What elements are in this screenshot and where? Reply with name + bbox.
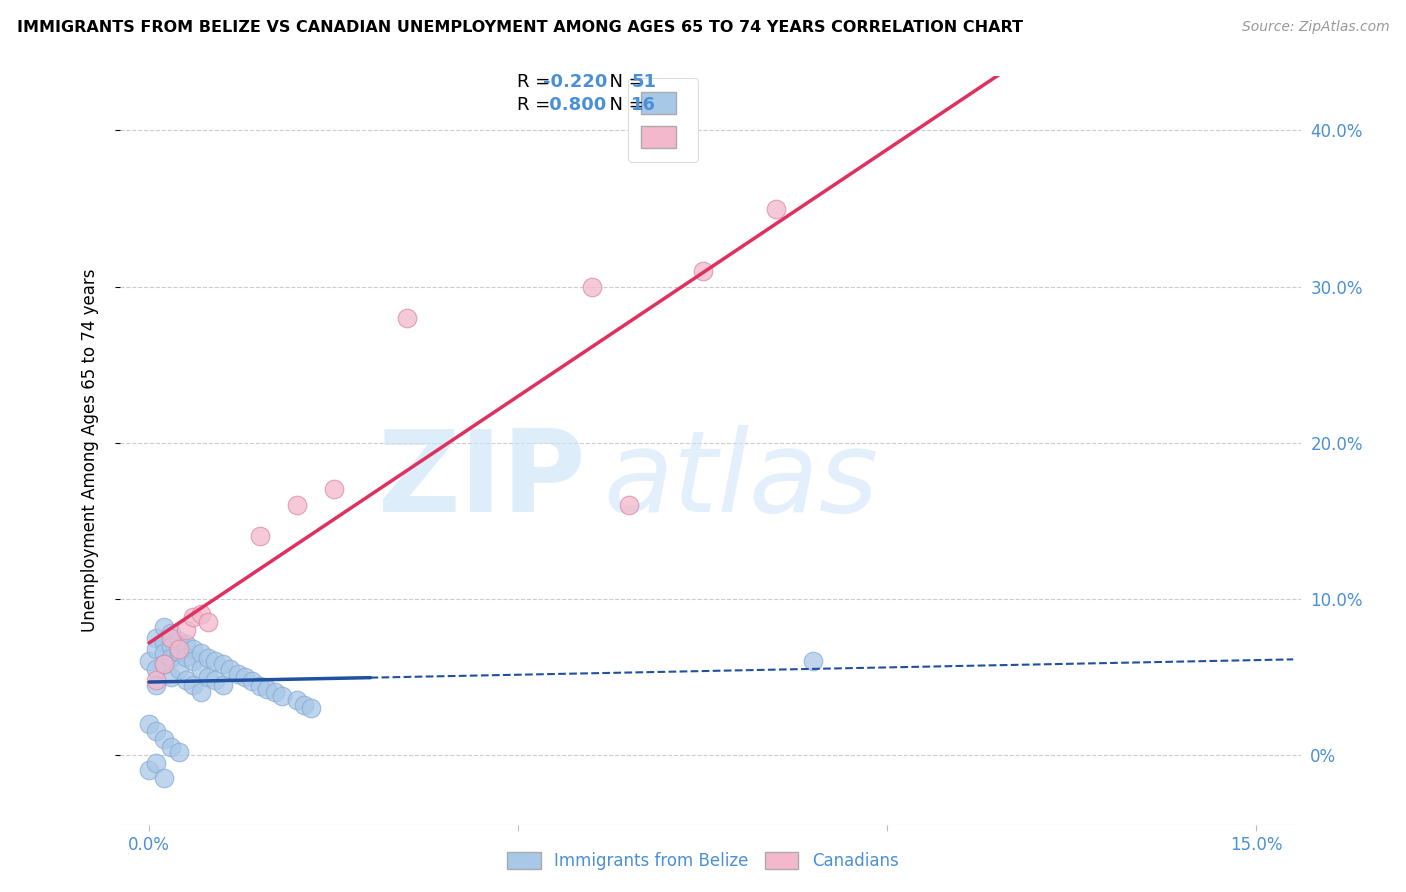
- Point: [138, 716, 160, 731]
- Point: [153, 657, 174, 672]
- Point: [145, 678, 167, 692]
- Point: [765, 202, 787, 216]
- Point: [204, 673, 226, 687]
- Text: 16: 16: [631, 96, 657, 114]
- Text: ZIP: ZIP: [378, 425, 586, 536]
- Point: [153, 657, 174, 672]
- Point: [160, 626, 183, 640]
- Point: [617, 498, 640, 512]
- Point: [174, 649, 197, 664]
- Point: [285, 693, 308, 707]
- Point: [167, 641, 190, 656]
- Point: [219, 662, 242, 676]
- Point: [211, 678, 233, 692]
- Point: [174, 623, 197, 637]
- Point: [396, 310, 419, 325]
- Text: R =: R =: [517, 96, 557, 114]
- Text: 0.800: 0.800: [543, 96, 606, 114]
- Point: [153, 620, 174, 634]
- Point: [138, 654, 160, 668]
- Point: [167, 745, 190, 759]
- Point: [153, 771, 174, 786]
- Point: [190, 607, 212, 622]
- Point: [160, 631, 183, 645]
- Point: [285, 498, 308, 512]
- Point: [145, 631, 167, 645]
- Point: [197, 615, 219, 630]
- Point: [174, 673, 197, 687]
- Point: [301, 701, 323, 715]
- Point: [153, 635, 174, 649]
- Point: [322, 483, 344, 497]
- Point: [270, 689, 294, 703]
- Point: [204, 654, 226, 668]
- Point: [226, 666, 249, 681]
- Point: [145, 662, 167, 676]
- Point: [581, 279, 603, 293]
- Text: Source: ZipAtlas.com: Source: ZipAtlas.com: [1241, 20, 1389, 34]
- Text: atlas: atlas: [603, 425, 879, 536]
- Point: [160, 651, 183, 665]
- Point: [167, 645, 190, 659]
- Legend: , : ,: [628, 78, 697, 161]
- Point: [197, 670, 219, 684]
- Text: IMMIGRANTS FROM BELIZE VS CANADIAN UNEMPLOYMENT AMONG AGES 65 TO 74 YEARS CORREL: IMMIGRANTS FROM BELIZE VS CANADIAN UNEMP…: [17, 20, 1024, 35]
- Point: [160, 639, 183, 653]
- Point: [167, 633, 190, 648]
- Point: [145, 673, 167, 687]
- Legend: Immigrants from Belize, Canadians: Immigrants from Belize, Canadians: [501, 845, 905, 877]
- Point: [233, 670, 256, 684]
- Point: [692, 264, 714, 278]
- Point: [145, 641, 167, 656]
- Point: [138, 764, 160, 778]
- Point: [183, 641, 205, 656]
- Point: [211, 657, 233, 672]
- Point: [190, 662, 212, 676]
- Point: [242, 674, 264, 689]
- Point: [801, 654, 824, 668]
- Text: -0.220: -0.220: [543, 73, 607, 91]
- Point: [249, 679, 271, 693]
- Point: [256, 682, 278, 697]
- Point: [153, 732, 174, 747]
- Point: [145, 756, 167, 770]
- Point: [190, 685, 212, 699]
- Point: [167, 662, 190, 676]
- Point: [183, 678, 205, 692]
- Point: [190, 646, 212, 660]
- Y-axis label: Unemployment Among Ages 65 to 74 years: Unemployment Among Ages 65 to 74 years: [80, 268, 98, 632]
- Point: [197, 651, 219, 665]
- Text: N =: N =: [598, 96, 650, 114]
- Point: [153, 646, 174, 660]
- Point: [249, 529, 271, 543]
- Point: [160, 670, 183, 684]
- Text: R =: R =: [517, 73, 557, 91]
- Point: [292, 698, 315, 712]
- Point: [183, 654, 205, 668]
- Point: [263, 685, 285, 699]
- Text: N =: N =: [598, 73, 650, 91]
- Point: [174, 637, 197, 651]
- Point: [183, 610, 205, 624]
- Text: 51: 51: [631, 73, 657, 91]
- Point: [160, 740, 183, 755]
- Point: [145, 724, 167, 739]
